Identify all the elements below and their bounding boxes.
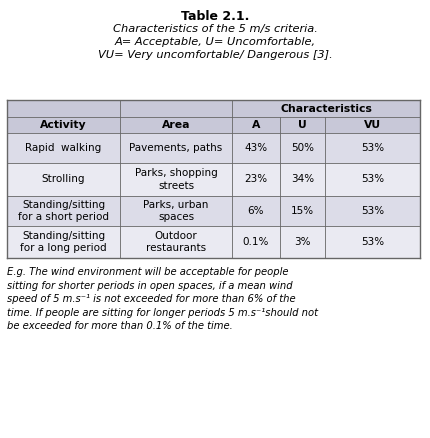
- Text: Parks, shopping
streets: Parks, shopping streets: [134, 168, 217, 191]
- Text: Rapid  walking: Rapid walking: [25, 143, 101, 153]
- Text: Activity: Activity: [40, 120, 86, 130]
- Text: A: A: [251, 120, 260, 130]
- Text: 53%: 53%: [360, 206, 383, 216]
- Bar: [7, 163, 419, 196]
- Text: E.g. The wind environment will be acceptable for people
sitting for shorter peri: E.g. The wind environment will be accept…: [7, 267, 317, 332]
- Text: 43%: 43%: [244, 143, 267, 153]
- Text: Strolling: Strolling: [42, 174, 85, 184]
- Text: VU= Very uncomfortable/ Dangerous [3].: VU= Very uncomfortable/ Dangerous [3].: [98, 50, 332, 60]
- Text: Standing/sitting
for a short period: Standing/sitting for a short period: [18, 200, 109, 222]
- Text: 0.1%: 0.1%: [242, 237, 269, 247]
- Text: A= Acceptable, U= Uncomfortable,: A= Acceptable, U= Uncomfortable,: [114, 37, 315, 47]
- Text: Characteristics: Characteristics: [280, 103, 371, 113]
- Text: 3%: 3%: [294, 237, 310, 247]
- Bar: [7, 196, 419, 226]
- Text: 53%: 53%: [360, 174, 383, 184]
- Text: 34%: 34%: [290, 174, 313, 184]
- Text: Table 2.1.: Table 2.1.: [181, 10, 249, 23]
- Bar: [7, 117, 419, 133]
- Text: 6%: 6%: [247, 206, 264, 216]
- Text: Standing/sitting
for a long period: Standing/sitting for a long period: [20, 231, 107, 253]
- Text: VU: VU: [363, 120, 380, 130]
- Text: U: U: [298, 120, 306, 130]
- Text: 53%: 53%: [360, 237, 383, 247]
- Text: 23%: 23%: [244, 174, 267, 184]
- Text: Characteristics of the 5 m/s criteria.: Characteristics of the 5 m/s criteria.: [112, 24, 317, 34]
- Text: Pavements, paths: Pavements, paths: [129, 143, 222, 153]
- Text: Parks, urban
spaces: Parks, urban spaces: [143, 200, 208, 222]
- Text: 15%: 15%: [290, 206, 313, 216]
- Text: 53%: 53%: [360, 143, 383, 153]
- Bar: [7, 100, 419, 117]
- Text: Outdoor
restaurants: Outdoor restaurants: [146, 231, 206, 253]
- Text: 50%: 50%: [290, 143, 313, 153]
- Bar: [7, 226, 419, 258]
- Text: Area: Area: [161, 120, 190, 130]
- Bar: [7, 133, 419, 163]
